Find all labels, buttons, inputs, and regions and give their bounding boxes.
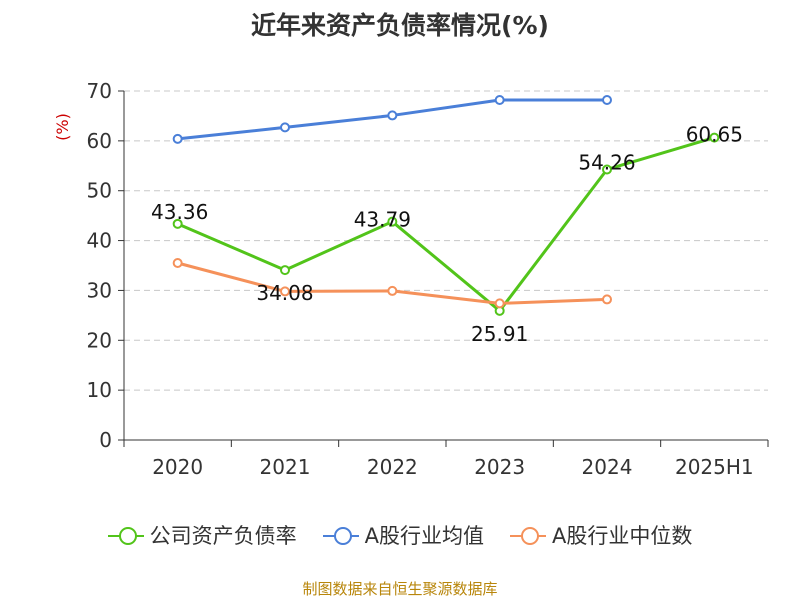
legend-label: A股行业均值 xyxy=(364,524,484,548)
data-point xyxy=(387,285,398,296)
series-line xyxy=(177,136,715,313)
y-axis-label: (%) xyxy=(53,113,72,141)
data-point xyxy=(602,94,612,105)
y-tick-label: 50 xyxy=(87,179,112,203)
legend-marker-icon xyxy=(107,527,144,545)
data-label: 43.36 xyxy=(151,200,208,224)
data-point xyxy=(172,133,183,144)
data-point xyxy=(387,110,398,121)
x-tick-label: 2024 xyxy=(582,455,633,479)
data-point xyxy=(280,122,290,133)
source-note: 制图数据来自恒生聚源数据库 xyxy=(302,580,498,598)
y-tick-label: 10 xyxy=(87,378,112,402)
y-tick-label: 30 xyxy=(87,278,112,302)
y-tick-label: 20 xyxy=(87,328,112,352)
data-point xyxy=(494,298,505,309)
data-point xyxy=(602,294,612,305)
data-point xyxy=(172,258,183,269)
y-tick-label: 40 xyxy=(87,229,112,253)
data-point xyxy=(709,132,720,143)
data-label: 54.26 xyxy=(578,150,635,174)
data-label: 34.08 xyxy=(256,281,313,305)
data-point xyxy=(280,286,290,297)
legend-marker-icon xyxy=(510,527,546,545)
y-tick-label: 70 xyxy=(87,79,112,103)
chart-title: 近年来资产负债率情况(%) xyxy=(251,11,549,40)
y-tick-label: 0 xyxy=(99,428,112,452)
gridlines xyxy=(124,90,768,391)
legend-item[interactable]: A股行业均值 xyxy=(322,520,484,550)
data-point xyxy=(602,164,612,175)
data-labels: 43.36 34.08 43.79 25.91 54.26 60.65 xyxy=(151,123,743,346)
x-tick-label: 2021 xyxy=(260,455,311,479)
data-point xyxy=(387,216,398,227)
legend-item[interactable]: A股行业中位数 xyxy=(510,520,692,550)
series-line xyxy=(177,261,608,305)
data-point xyxy=(494,94,505,105)
data-label: 60.65 xyxy=(686,123,743,147)
legend: 公司资产负债率 A股行业均值 A股行业中位数 xyxy=(0,520,800,550)
x-tick-label: 2020 xyxy=(152,455,203,479)
data-label: 43.79 xyxy=(354,208,411,232)
axes: 0 10 20 30 40 50 60 70 2020 2021 2022 2023 2024 2025H… xyxy=(53,79,769,479)
legend-label: A股行业中位数 xyxy=(552,524,693,548)
legend-item[interactable]: 公司资产负债率 xyxy=(107,520,297,550)
x-tick-label: 2025H1 xyxy=(675,455,754,479)
x-tick-label: 2023 xyxy=(474,455,525,479)
y-tick-label: 60 xyxy=(87,129,112,153)
data-label: 25.91 xyxy=(471,322,528,346)
legend-marker-icon xyxy=(322,527,359,545)
x-tick-label: 2022 xyxy=(367,455,418,479)
data-point xyxy=(280,265,290,276)
legend-label: 公司资产负债率 xyxy=(149,524,297,548)
series-lines xyxy=(172,94,720,316)
data-point xyxy=(172,218,183,229)
